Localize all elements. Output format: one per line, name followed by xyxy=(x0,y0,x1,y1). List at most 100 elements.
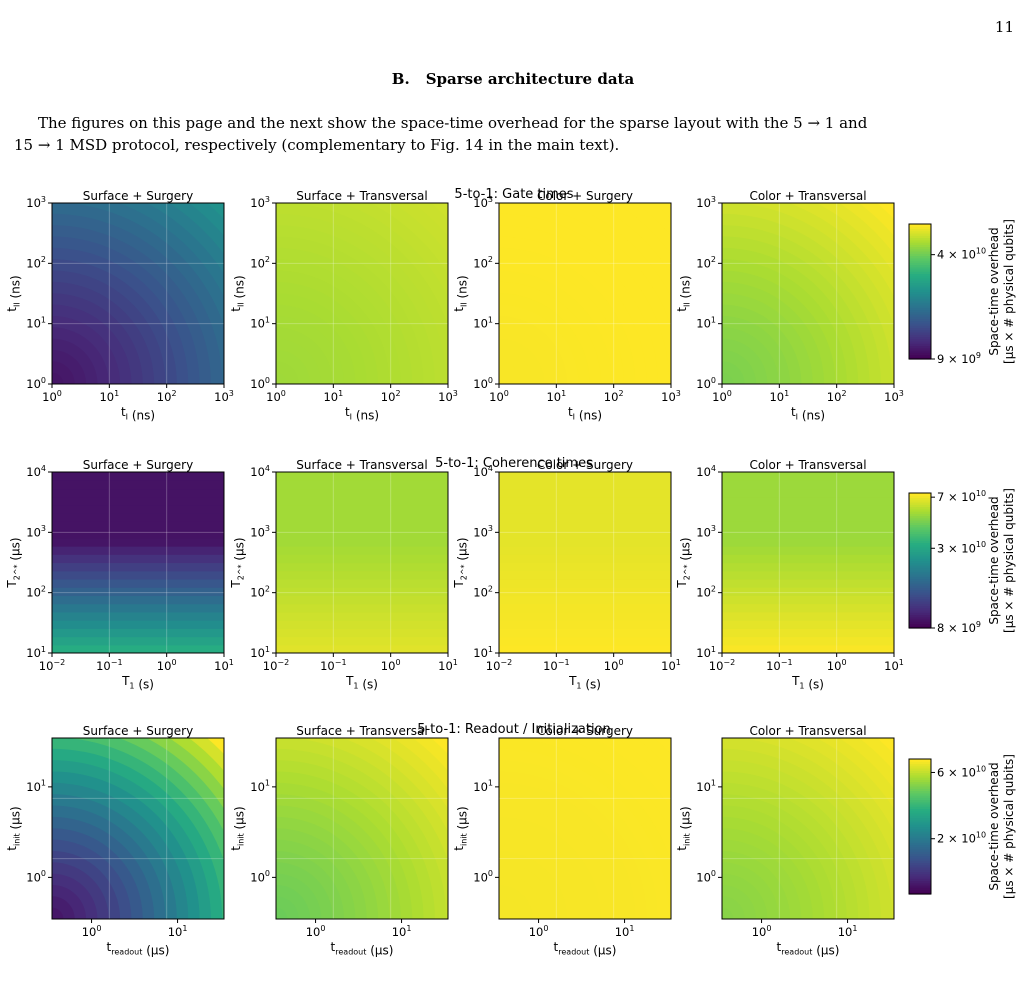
colorbar-swatch xyxy=(909,540,931,544)
colorbar-tick-label: 6 × 1010 xyxy=(937,764,986,779)
colorbar-swatch xyxy=(909,302,931,306)
x-tick-label: 100 xyxy=(827,658,847,673)
colorbar-swatch xyxy=(909,316,931,320)
heatmap-cell xyxy=(276,562,448,572)
colorbar-swatch xyxy=(909,329,931,333)
colorbar-tick-label: 3 × 1010 xyxy=(937,540,986,555)
chart-title: 5-to-1: Readout / Initialization xyxy=(417,722,611,737)
x-tick-label: 100 xyxy=(529,924,549,939)
colorbar-swatch xyxy=(909,770,931,774)
section-title: Sparse architecture data xyxy=(425,70,635,88)
colorbar-swatch xyxy=(909,352,931,356)
colorbar-label: [μs × # physical qubits] xyxy=(1002,754,1016,899)
heatmap-cell xyxy=(722,529,894,539)
colorbar-swatch xyxy=(909,515,931,519)
colorbar-swatch xyxy=(909,880,931,884)
heatmap-panel: Surface + Surgery 100 101 102 103 100 101 102 10… xyxy=(5,189,234,423)
intro-paragraph: The figures on this page and the next sh… xyxy=(14,112,1018,156)
x-tick-label: 101 xyxy=(214,658,234,673)
colorbar-swatch xyxy=(909,311,931,315)
heatmap-cell xyxy=(722,546,894,555)
colorbar-swatch xyxy=(909,795,931,798)
panel-title: Color + Surgery xyxy=(537,724,633,738)
heatmap-cell xyxy=(499,537,671,547)
x-tick-label: 101 xyxy=(438,658,458,673)
heatmap-cell xyxy=(52,644,224,653)
colorbar-swatch xyxy=(909,569,931,573)
colorbar-swatch xyxy=(909,499,931,503)
heatmap-cell xyxy=(499,554,671,564)
heatmap-cell xyxy=(722,521,894,531)
heatmap-cell xyxy=(52,628,224,638)
colorbar-swatch xyxy=(909,332,931,335)
colorbar-swatch xyxy=(909,768,931,771)
colorbar-swatch xyxy=(909,576,931,580)
colorbar-swatch xyxy=(909,314,931,317)
heatmap-cell xyxy=(52,472,224,481)
colorbar-swatch xyxy=(909,846,931,850)
heatmap-cell xyxy=(276,578,448,588)
colorbar-swatch xyxy=(909,822,931,825)
y-tick-label: 103 xyxy=(26,524,46,539)
panel-frame xyxy=(498,737,672,920)
colorbar-swatch xyxy=(909,574,931,577)
colorbar-swatch xyxy=(909,524,931,528)
colorbar-swatch xyxy=(909,264,931,268)
heatmap-cell xyxy=(276,513,448,522)
colorbar-label: Space-time overhead xyxy=(987,496,1001,624)
heatmap-panel: Surface + Surgery 10−2 10−1 100 101 101 102 103… xyxy=(5,458,234,692)
x-tick-label: 10−1 xyxy=(320,658,346,673)
colorbar-swatch xyxy=(909,835,931,839)
heatmap-cell xyxy=(722,537,894,547)
colorbar-tick-label: 2 × 1010 xyxy=(937,831,986,846)
heatmap-cell xyxy=(499,628,671,638)
colorbar-swatch xyxy=(909,513,931,517)
colorbar-swatch xyxy=(909,788,931,792)
y-axis-label: T2^* (μs) xyxy=(5,537,23,588)
page-number: 11 xyxy=(994,18,1014,36)
x-tick-label: 103 xyxy=(884,389,904,404)
x-axis-label: tI (ns) xyxy=(568,405,602,423)
y-tick-label: 102 xyxy=(250,255,270,270)
panel-title: Surface + Transversal xyxy=(296,724,427,738)
colorbar-swatch xyxy=(909,517,931,521)
heatmap-cell xyxy=(499,578,671,588)
colorbar-swatch xyxy=(909,289,931,293)
x-tick-label: 101 xyxy=(99,389,119,404)
colorbar-swatch xyxy=(909,253,931,257)
colorbar-swatch xyxy=(909,325,931,329)
heatmap-contour xyxy=(499,907,511,919)
heatmap-cell xyxy=(276,587,448,597)
colorbar-swatch xyxy=(909,280,931,284)
heatmap-cell xyxy=(722,587,894,597)
colorbar: 4 × 1010 9 × 109 Space-time overhead [μs × … xyxy=(908,219,1016,366)
colorbar-swatch xyxy=(909,298,931,302)
y-axis-label: T2^* (μs) xyxy=(229,537,247,588)
heatmap-cell xyxy=(722,570,894,580)
heatmap-cell xyxy=(276,546,448,555)
colorbar-swatch xyxy=(909,343,931,347)
colorbar-tick-label: 9 × 109 xyxy=(937,351,981,366)
y-tick-label: 101 xyxy=(696,779,716,794)
colorbar-swatch xyxy=(909,860,931,864)
colorbar-swatch xyxy=(909,855,931,859)
colorbar-swatch xyxy=(909,765,931,769)
colorbar-swatch xyxy=(909,560,931,564)
y-tick-label: 104 xyxy=(26,464,46,479)
y-tick-label: 101 xyxy=(250,645,270,660)
colorbar-swatch xyxy=(909,356,931,360)
colorbar-swatch xyxy=(909,849,931,852)
colorbar-swatch xyxy=(909,251,931,254)
y-tick-label: 100 xyxy=(696,869,716,884)
colorbar-swatch xyxy=(909,562,931,566)
heatmap-cell xyxy=(499,521,671,531)
heatmap-cell xyxy=(499,570,671,580)
heatmap-panel: Color + Surgery 10−2 10−1 100 101 101 102 103 10… xyxy=(452,458,681,692)
heatmap-cell xyxy=(276,529,448,539)
x-tick-label: 10−1 xyxy=(543,658,569,673)
colorbar-swatch xyxy=(909,300,931,304)
heatmap-cell xyxy=(722,611,894,621)
x-axis-label: treadout (μs) xyxy=(554,940,617,958)
